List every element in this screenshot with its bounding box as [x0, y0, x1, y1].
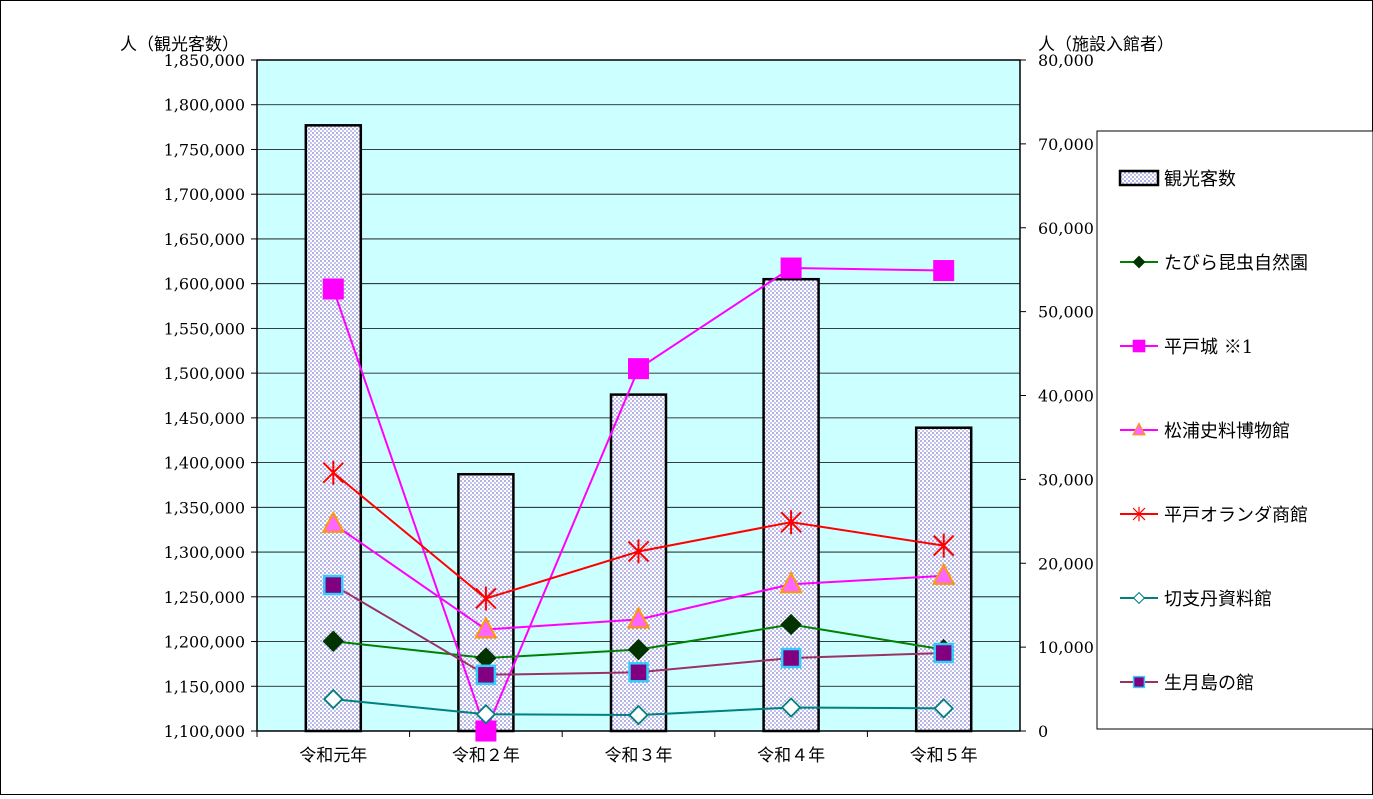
legend-swatch-bar	[1118, 169, 1160, 187]
legend-label: 観光客数	[1164, 169, 1236, 190]
series-point	[322, 630, 345, 652]
x-tick-label: 令和２年	[452, 746, 520, 766]
left-tick-label: 1,450,000	[164, 409, 245, 428]
series-5	[323, 574, 954, 686]
line-series	[321, 257, 956, 742]
left-tick-label: 1,300,000	[164, 543, 245, 562]
legend-marker	[1132, 255, 1146, 269]
series-point	[628, 358, 649, 380]
left-tick-label: 1,100,000	[164, 722, 245, 741]
series-point	[932, 562, 956, 585]
left-tick-label: 1,200,000	[164, 633, 245, 652]
left-axis-title: 人（観光客数）	[120, 35, 239, 55]
left-tick-label: 1,250,000	[164, 588, 245, 607]
series-point	[779, 571, 803, 594]
right-tick-label: 60,000	[1038, 219, 1094, 238]
series-point	[475, 586, 497, 611]
left-tick-label: 1,750,000	[164, 140, 245, 159]
left-tick-label: 1,800,000	[164, 96, 245, 115]
bar-令和元年	[304, 124, 363, 733]
right-axis-title: 人（施設入館者）	[1038, 35, 1174, 55]
series-point	[475, 664, 497, 686]
axes: 1,100,000 1,150,000 1,200,000 1,250,000 1,30…	[164, 51, 1094, 766]
series-point	[780, 697, 802, 718]
series-point	[628, 662, 649, 683]
series-point	[626, 606, 651, 629]
legend-label: たびら昆虫自然園	[1164, 253, 1308, 274]
series-point	[933, 698, 954, 719]
right-tick-label: 80,000	[1038, 51, 1094, 70]
x-tick-label: 令和４年	[757, 746, 825, 766]
series-point	[323, 574, 344, 596]
right-tick-label: 70,000	[1038, 135, 1094, 154]
series-point	[932, 533, 955, 558]
left-tick-label: 1,350,000	[164, 498, 245, 517]
left-tick-label: 1,500,000	[164, 364, 245, 383]
series-point	[474, 616, 498, 639]
right-tick-label: 40,000	[1038, 387, 1094, 406]
series-point	[780, 510, 802, 535]
right-tick-label: 0	[1038, 722, 1048, 741]
series-point	[933, 642, 954, 664]
series-point	[323, 688, 344, 710]
legend-label: 生月島の館	[1164, 673, 1254, 694]
series-point	[780, 257, 802, 279]
legend-marker	[1132, 506, 1146, 522]
x-tick-label: 令和５年	[910, 746, 978, 766]
series-2	[321, 510, 956, 639]
left-tick-label: 1,850,000	[164, 51, 245, 70]
series-point	[628, 704, 649, 726]
left-tick-label: 1,700,000	[164, 185, 245, 204]
series-4	[323, 688, 954, 726]
bar-series	[304, 124, 973, 733]
right-tick-label: 30,000	[1038, 470, 1094, 489]
x-tick-label: 令和元年	[299, 746, 367, 766]
series-point	[475, 703, 497, 725]
series-point	[627, 539, 650, 564]
legend-label: 切支丹資料館	[1164, 589, 1272, 610]
series-point	[780, 647, 802, 669]
series-point	[780, 613, 802, 636]
left-tick-label: 1,650,000	[164, 230, 245, 249]
legend-marker	[1132, 591, 1146, 605]
left-tick-label: 1,150,000	[164, 677, 245, 696]
series-1	[322, 257, 955, 742]
legend-marker	[1132, 675, 1146, 689]
left-tick-label: 1,400,000	[164, 454, 245, 473]
series-point	[933, 260, 955, 282]
left-tick-label: 1,550,000	[164, 319, 245, 338]
legend-marker	[1132, 422, 1146, 436]
left-tick-label: 1,600,000	[164, 275, 245, 294]
series-point	[322, 278, 344, 300]
legend-label: 平戸オランダ商館	[1164, 505, 1308, 526]
right-tick-label: 10,000	[1038, 638, 1094, 657]
legend-label: 平戸城 ※1	[1164, 337, 1253, 358]
right-tick-label: 20,000	[1038, 554, 1094, 573]
legend-marker	[1132, 339, 1146, 353]
series-point	[321, 510, 345, 533]
x-tick-label: 令和３年	[605, 746, 673, 766]
right-tick-label: 50,000	[1038, 303, 1094, 322]
series-point	[322, 460, 345, 485]
series-3	[322, 460, 955, 611]
legend-label: 松浦史料博物館	[1164, 421, 1290, 442]
series-point	[627, 638, 650, 661]
